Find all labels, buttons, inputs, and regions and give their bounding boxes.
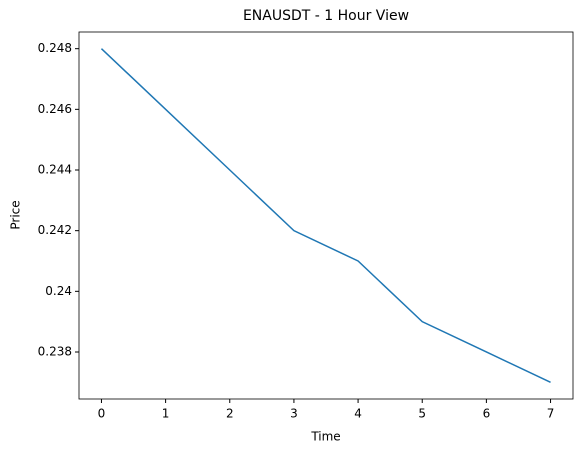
x-tick-label: 6 (483, 407, 491, 421)
x-tick-label: 7 (547, 407, 555, 421)
x-tick-label: 5 (418, 407, 426, 421)
line (100, 48, 551, 383)
x-axis-label: Time (310, 430, 340, 444)
y-tick-label: 0.248 (38, 41, 72, 55)
y-tick-label: 0.246 (38, 102, 72, 116)
x-tick-label: 3 (290, 407, 298, 421)
x-tick-label: 1 (162, 407, 170, 421)
y-tick-label: 0.238 (38, 344, 72, 358)
x-tick-label: 2 (226, 407, 234, 421)
y-tick-label: 0.24 (45, 284, 72, 298)
x-tick-label: 0 (98, 407, 106, 421)
y-tick-label: 0.242 (38, 223, 72, 237)
chart-title: ENAUSDT - 1 Hour View (243, 8, 409, 24)
y-axis-label: Price (9, 200, 23, 229)
plot-frame (78, 31, 574, 400)
x-tick-label: 4 (354, 407, 362, 421)
y-tick-label: 0.244 (38, 163, 72, 177)
